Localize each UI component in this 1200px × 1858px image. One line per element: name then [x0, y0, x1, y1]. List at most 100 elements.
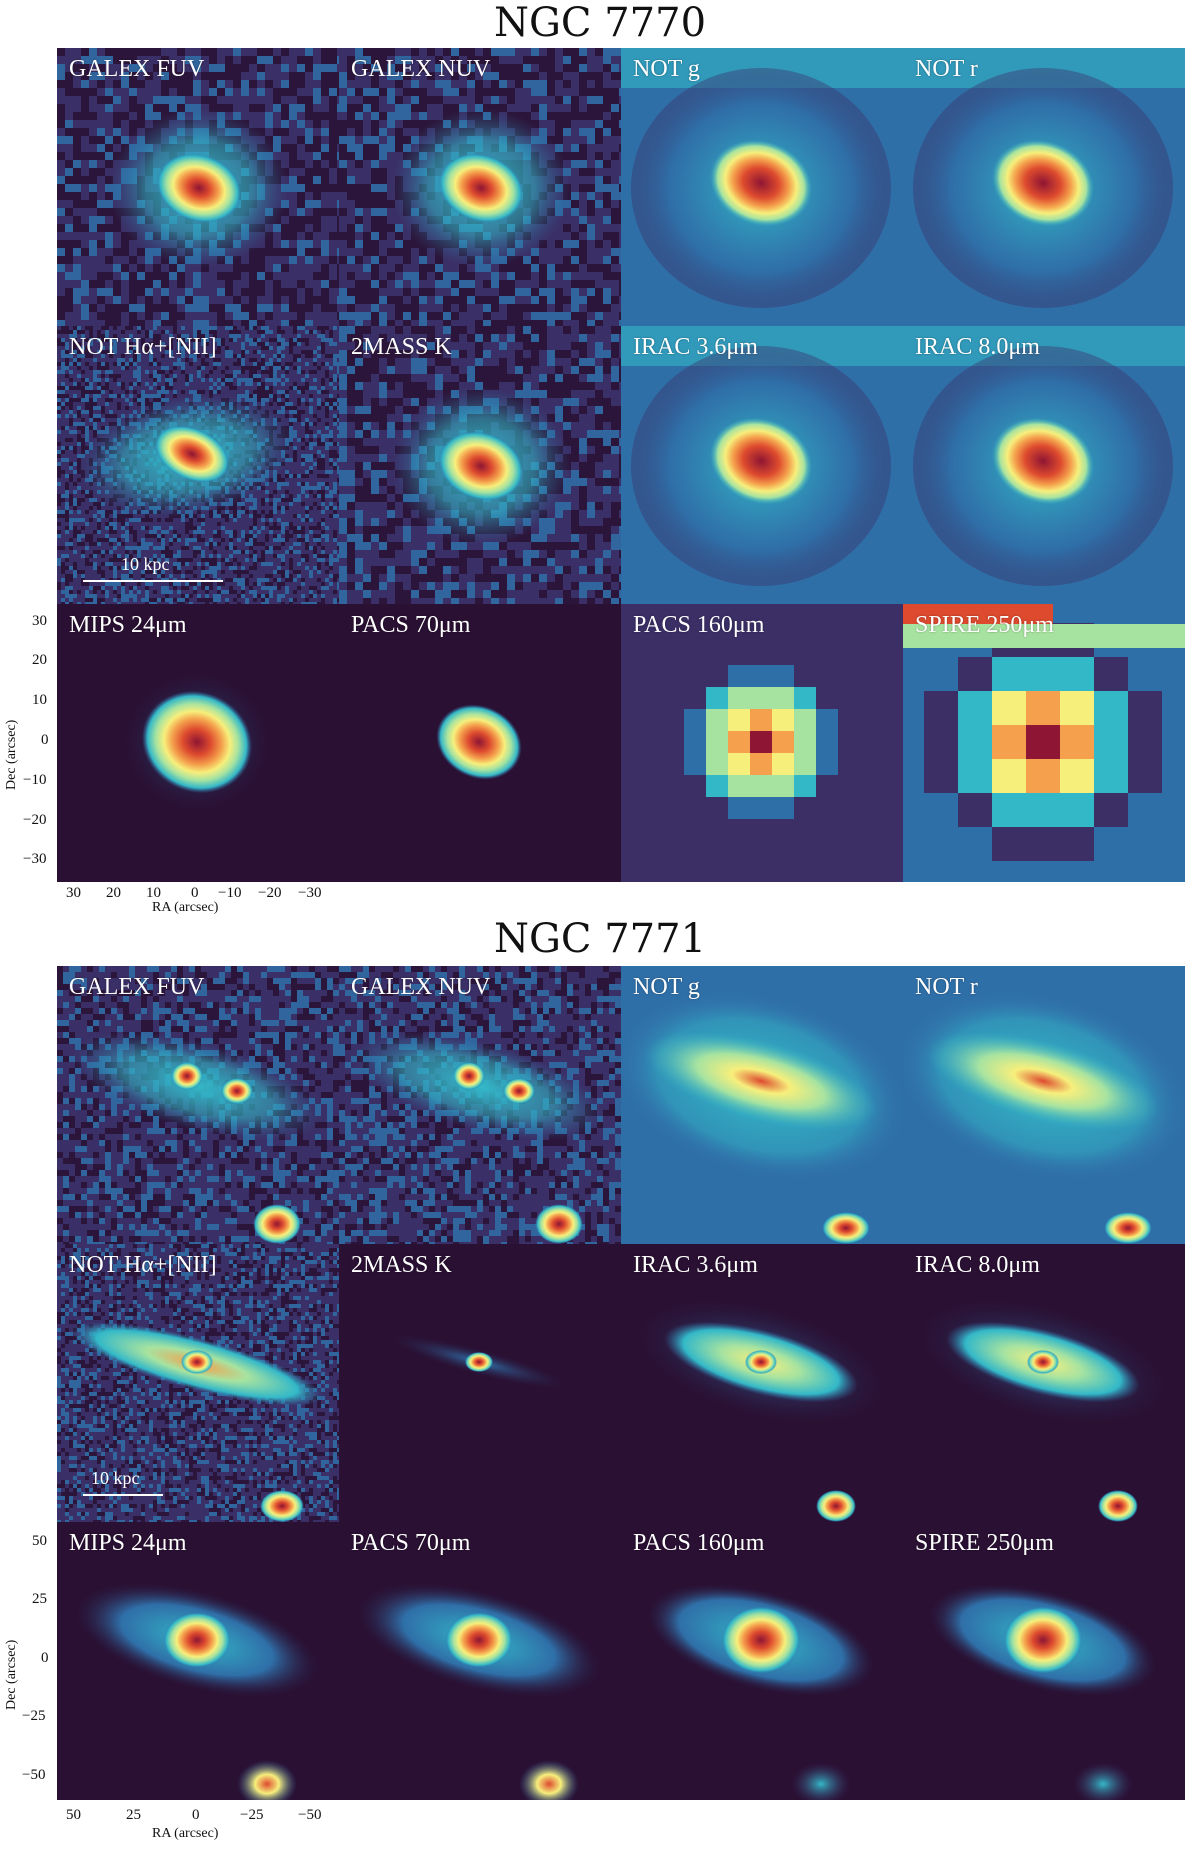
galaxy-image-icon: [57, 1244, 339, 1522]
image-panel: GALEX FUV: [57, 966, 339, 1244]
y-tick-label: −50: [22, 1767, 46, 1783]
image-panel: GALEX NUV: [339, 48, 621, 326]
image-panel: NOT Hα+[NII] 10 kpc: [57, 1244, 339, 1522]
y-axis-title: Dec (arcsec): [4, 719, 19, 790]
panel-label: IRAC 3.6μm: [633, 1252, 758, 1278]
x-axis-title: RA (arcsec): [152, 1826, 219, 1841]
panel-label: MIPS 24μm: [69, 612, 187, 638]
galaxy-image-icon: [903, 1522, 1185, 1800]
figure-title: NGC 7770: [493, 0, 707, 46]
y-tick-label: −10: [23, 772, 47, 788]
galaxy-image-icon: [621, 326, 903, 604]
y-tick-label: 50: [32, 1533, 47, 1549]
panel-label: NOT r: [915, 974, 978, 1000]
x-tick-label: 50: [66, 1807, 81, 1823]
image-panel: IRAC 8.0μm: [903, 326, 1185, 604]
galaxy-image-icon: [57, 1522, 339, 1800]
image-panel: SPIRE 250μm: [903, 1522, 1185, 1800]
galaxy-image-icon: [339, 48, 621, 326]
image-panel: NOT g: [621, 48, 903, 326]
y-axis-title: Dec (arcsec): [4, 1639, 19, 1710]
galaxy-image-icon: [621, 966, 903, 1244]
galaxy-image-icon: [57, 326, 339, 604]
image-panel: PACS 70μm: [339, 1522, 621, 1800]
y-tick-label: 20: [32, 652, 47, 668]
image-panel: IRAC 8.0μm: [903, 1244, 1185, 1522]
panel-label: NOT r: [915, 56, 978, 82]
panel-label: IRAC 8.0μm: [915, 334, 1040, 360]
x-tick-label: 25: [126, 1807, 141, 1823]
image-panel: SPIRE 250μm: [903, 604, 1185, 882]
image-panel: NOT r: [903, 966, 1185, 1244]
galaxy-image-icon: [339, 1244, 621, 1522]
panel-label: IRAC 8.0μm: [915, 1252, 1040, 1278]
galaxy-image-icon: [57, 604, 339, 882]
image-panel: PACS 160μm: [621, 1522, 903, 1800]
x-axis-title: RA (arcsec): [152, 900, 219, 915]
panel-label: GALEX FUV: [69, 56, 205, 82]
x-tick-label: 0: [192, 1807, 200, 1823]
galaxy-image-icon: [621, 48, 903, 326]
galaxy-image-icon: [903, 48, 1185, 326]
panel-label: 2MASS K: [351, 334, 452, 360]
galaxy-image-icon: [339, 1522, 621, 1800]
image-panel: 2MASS K: [339, 1244, 621, 1522]
image-panel: NOT Hα+[NII] 10 kpc: [57, 326, 339, 604]
x-tick-label: −30: [298, 885, 322, 901]
image-panel: NOT r: [903, 48, 1185, 326]
y-tick-label: −30: [23, 851, 47, 867]
galaxy-image-icon: [57, 966, 339, 1244]
galaxy-image-icon: [903, 966, 1185, 1244]
panel-label: GALEX NUV: [351, 974, 491, 1000]
scale-bar-label: 10 kpc: [91, 1468, 140, 1488]
panel-label: PACS 70μm: [351, 612, 471, 638]
panel-label: IRAC 3.6μm: [633, 334, 758, 360]
galaxy-image-icon: [903, 604, 1185, 882]
y-tick-label: −25: [22, 1708, 46, 1724]
panel-label: MIPS 24μm: [69, 1530, 187, 1556]
x-tick-label: −10: [218, 885, 242, 901]
y-tick-label: 25: [32, 1591, 47, 1607]
panel-label: PACS 70μm: [351, 1530, 471, 1556]
galaxy-image-icon: [339, 326, 621, 604]
y-tick-label: −20: [23, 812, 47, 828]
galaxy-image-icon: [339, 604, 621, 882]
galaxy-image-icon: [903, 326, 1185, 604]
y-tick-label: 30: [32, 613, 47, 629]
scale-bar-label: 10 kpc: [121, 554, 170, 574]
galaxy-image-icon: [621, 604, 903, 882]
x-tick-label: 30: [66, 885, 81, 901]
panel-label: NOT g: [633, 56, 700, 82]
x-tick-label: 20: [106, 885, 121, 901]
y-tick-label: 0: [41, 732, 49, 748]
image-panel: IRAC 3.6μm: [621, 326, 903, 604]
image-panel: PACS 160μm: [621, 604, 903, 882]
y-tick-label: 10: [32, 692, 47, 708]
x-tick-label: −50: [298, 1807, 322, 1823]
galaxy-image-icon: [339, 966, 621, 1244]
panel-label: GALEX NUV: [351, 56, 491, 82]
image-panel: 2MASS K: [339, 326, 621, 604]
image-panel: MIPS 24μm: [57, 604, 339, 882]
image-panel: GALEX FUV: [57, 48, 339, 326]
panel-label: PACS 160μm: [633, 612, 765, 638]
y-tick-label: 0: [41, 1650, 49, 1666]
panel-label: PACS 160μm: [633, 1530, 765, 1556]
panel-label: 2MASS K: [351, 1252, 452, 1278]
panel-grid: GALEX FUV GALEX NUV NOT g NOT r NOT Hα+[…: [57, 966, 1187, 1806]
galaxy-image-icon: [621, 1244, 903, 1522]
panel-grid: GALEX FUV GALEX NUV NOT g NOT r NOT Hα+[…: [57, 48, 1187, 888]
image-panel: IRAC 3.6μm: [621, 1244, 903, 1522]
scale-bar: [83, 580, 223, 582]
galaxy-image-icon: [57, 48, 339, 326]
x-tick-label: −25: [240, 1807, 264, 1823]
panel-label: SPIRE 250μm: [915, 612, 1054, 638]
image-panel: PACS 70μm: [339, 604, 621, 882]
panel-label: GALEX FUV: [69, 974, 205, 1000]
galaxy-image-icon: [903, 1244, 1185, 1522]
panel-label: SPIRE 250μm: [915, 1530, 1054, 1556]
image-panel: MIPS 24μm: [57, 1522, 339, 1800]
scale-bar: [83, 1494, 163, 1496]
figure-title: NGC 7771: [493, 916, 707, 962]
image-panel: GALEX NUV: [339, 966, 621, 1244]
